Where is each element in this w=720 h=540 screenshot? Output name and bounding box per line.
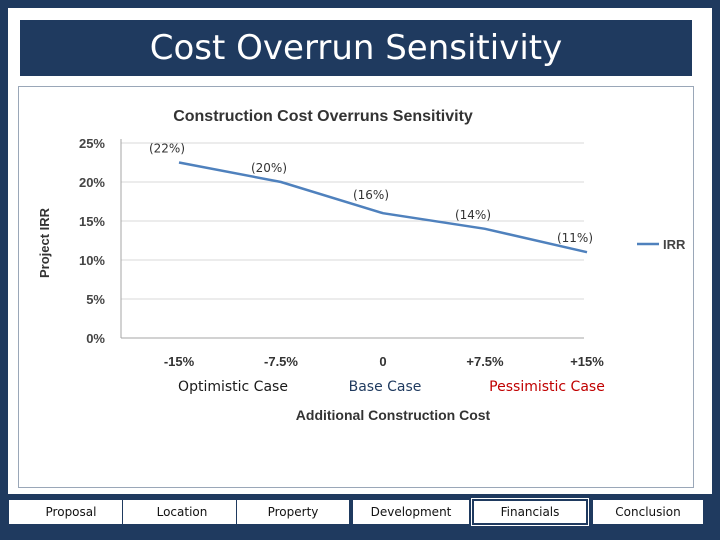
nav-property-button[interactable]: Property — [236, 499, 350, 525]
nav-proposal-button[interactable]: Proposal — [8, 499, 134, 525]
x-tick-label: +7.5% — [466, 354, 504, 369]
nav-bar: Proposal Location Property Development F… — [0, 494, 720, 540]
y-axis-label: Project IRR — [37, 207, 52, 278]
chart-panel: Construction Cost Overruns Sensitivity 0%… — [18, 86, 694, 488]
legend-label: IRR — [663, 237, 686, 252]
y-tick-label: 5% — [86, 292, 105, 307]
x-tick-label: -15% — [164, 354, 195, 369]
x-axis-label: Additional Construction Cost — [296, 407, 491, 423]
irr-sensitivity-chart: Construction Cost Overruns Sensitivity 0%… — [37, 108, 686, 423]
y-tick-label: 15% — [79, 214, 105, 229]
case-label: Optimistic Case — [178, 379, 288, 395]
x-tick-label: -7.5% — [264, 354, 298, 369]
y-tick-label: 10% — [79, 253, 105, 268]
case-label: Base Case — [349, 379, 422, 395]
data-label: (20%) — [251, 161, 287, 175]
case-label: Pessimistic Case — [489, 379, 605, 395]
data-label: (14%) — [455, 208, 491, 222]
slide-title: Cost Overrun Sensitivity — [149, 28, 563, 68]
y-tick-label: 20% — [79, 175, 105, 190]
data-label: (16%) — [353, 188, 389, 202]
data-label: (11%) — [557, 231, 593, 245]
nav-conclusion-button[interactable]: Conclusion — [592, 499, 704, 525]
nav-financials-button[interactable]: Financials — [471, 498, 589, 526]
series-line-irr — [178, 161, 588, 254]
x-tick-label: 0 — [379, 354, 386, 369]
y-tick-label: 25% — [79, 136, 105, 151]
data-label: (22%) — [149, 142, 185, 156]
title-bar: Cost Overrun Sensitivity — [18, 18, 694, 78]
nav-development-button[interactable]: Development — [352, 499, 470, 525]
x-tick-label: +15% — [570, 354, 604, 369]
chart-title: Construction Cost Overruns Sensitivity — [173, 108, 473, 125]
y-tick-label: 0% — [86, 331, 105, 346]
nav-location-button[interactable]: Location — [122, 499, 242, 525]
